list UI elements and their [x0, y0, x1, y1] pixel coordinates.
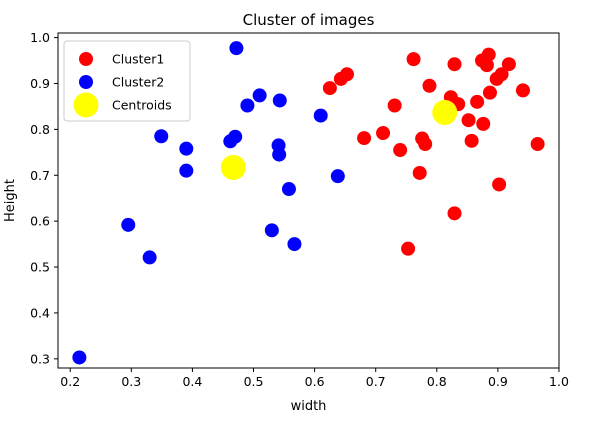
y-tick-label: 0.7: [30, 168, 50, 183]
data-point-cluster1: [482, 85, 497, 100]
x-tick-label: 0.2: [60, 374, 80, 389]
data-point-cluster2: [330, 169, 345, 184]
legend-marker: [79, 75, 93, 89]
y-tick-label: 0.3: [30, 351, 50, 366]
data-point-cluster2: [313, 108, 328, 123]
data-point-cluster2: [228, 129, 243, 144]
data-point-cluster1: [339, 67, 354, 82]
data-point-cluster1: [476, 116, 491, 131]
y-tick-label: 1.0: [30, 30, 50, 45]
data-point-cluster1: [447, 57, 462, 72]
x-tick-label: 0.3: [121, 374, 141, 389]
x-tick-label: 1.0: [549, 374, 569, 389]
x-tick-label: 0.6: [305, 374, 325, 389]
centroid-point: [220, 154, 246, 180]
data-point-cluster2: [272, 147, 287, 162]
data-point-cluster1: [461, 113, 476, 128]
x-tick-label: 0.7: [366, 374, 386, 389]
x-axis-label: width: [291, 399, 327, 414]
y-tick-label: 0.6: [30, 214, 50, 229]
x-tick-label: 0.5: [244, 374, 264, 389]
legend: Cluster1 Cluster2 Centroids: [63, 40, 191, 122]
legend-label: Cluster1: [112, 52, 164, 67]
plot-frame: [57, 32, 560, 369]
data-point-cluster1: [393, 143, 408, 158]
data-point-cluster2: [252, 88, 267, 103]
data-point-cluster1: [412, 165, 427, 180]
data-point-cluster1: [422, 78, 437, 93]
data-point-cluster2: [281, 182, 296, 197]
y-tick-label: 0.5: [30, 260, 50, 275]
legend-marker: [79, 52, 93, 66]
y-tick-label: 0.8: [30, 122, 50, 137]
data-point-cluster1: [470, 94, 485, 109]
data-point-cluster1: [357, 131, 372, 146]
data-point-cluster2: [72, 350, 87, 365]
data-point-cluster1: [501, 57, 516, 72]
data-point-cluster1: [494, 67, 509, 82]
data-point-cluster1: [447, 206, 462, 221]
legend-label: Centroids: [112, 98, 172, 113]
legend-marker: [73, 92, 99, 118]
data-point-cluster1: [479, 58, 494, 73]
data-point-cluster2: [287, 237, 302, 252]
chart-title: Cluster of images: [243, 11, 375, 29]
data-point-cluster1: [492, 177, 507, 192]
axis-ticks: 0.2 0.3 0.4 0.5 0.6 0.7 0.8 0.9 1.0 0.3 0.4 0.5 0.6 0…: [30, 30, 569, 389]
data-points: [72, 41, 545, 365]
y-tick-label: 0.9: [30, 76, 50, 91]
data-point-cluster2: [121, 217, 136, 232]
data-point-cluster1: [322, 81, 337, 96]
data-point-cluster1: [515, 83, 530, 98]
x-tick-label: 0.9: [488, 374, 508, 389]
data-point-cluster1: [530, 137, 545, 152]
data-point-cluster1: [406, 52, 421, 67]
data-point-cluster2: [142, 250, 157, 265]
data-point-cluster1: [401, 241, 416, 256]
data-point-cluster2: [154, 129, 169, 144]
data-point-cluster2: [240, 98, 255, 113]
data-point-cluster1: [387, 98, 402, 113]
data-point-cluster2: [179, 163, 194, 178]
data-point-cluster2: [229, 41, 244, 56]
data-point-cluster1: [376, 126, 391, 141]
x-tick-label: 0.8: [427, 374, 447, 389]
centroid-point: [432, 99, 458, 125]
x-tick-label: 0.4: [182, 374, 202, 389]
data-point-cluster2: [179, 141, 194, 156]
data-point-cluster1: [481, 47, 496, 62]
data-point-cluster2: [272, 93, 287, 108]
data-point-cluster2: [264, 223, 279, 238]
legend-label: Cluster2: [112, 75, 164, 90]
y-axis-label: Height: [3, 179, 18, 222]
data-point-cluster1: [464, 133, 479, 148]
y-tick-label: 0.4: [30, 305, 50, 320]
data-point-cluster1: [418, 137, 433, 152]
